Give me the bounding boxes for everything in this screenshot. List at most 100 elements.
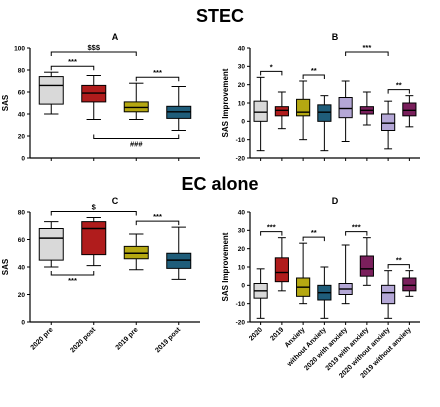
panel-letter: D (332, 196, 339, 206)
significance-label: *** (362, 43, 371, 52)
y-tick-label: 0 (21, 319, 25, 326)
box-2 (81, 75, 107, 120)
significance-label: *** (153, 68, 162, 77)
box-body (381, 113, 396, 131)
x-tick-label: 2019 post (154, 326, 182, 354)
significance-label: ** (311, 228, 317, 237)
sig-bracket: * (260, 62, 283, 76)
box-body (38, 228, 64, 261)
y-tick-label: 60 (18, 237, 26, 244)
bracket-line (50, 65, 95, 71)
box-3 (123, 233, 149, 271)
significance-label: *** (68, 57, 77, 66)
bracket-line (50, 271, 95, 276)
box-body (338, 97, 353, 119)
box-body (296, 98, 311, 117)
box-6 (359, 91, 374, 126)
y-tick-label: 40 (238, 45, 246, 52)
y-axis-label: SAS (1, 94, 10, 111)
y-tick-label: 20 (238, 82, 246, 89)
significance-label: ** (311, 66, 317, 75)
section-title-stec: STEC (196, 6, 244, 26)
sig-bracket: *** (345, 223, 368, 236)
significance-label: *** (153, 212, 162, 221)
box-5 (338, 80, 353, 142)
box-1 (253, 268, 268, 319)
bracket-line (135, 76, 180, 82)
y-tick-label: 0 (241, 119, 245, 126)
y-tick-label: 10 (238, 100, 246, 107)
box-body (317, 104, 332, 122)
bracket-line (387, 264, 410, 269)
sig-bracket: ### (93, 134, 180, 149)
bracket-line (260, 70, 283, 76)
y-tick-label: 20 (18, 133, 26, 140)
y-axis-label: SAS Improvement (221, 232, 230, 301)
sig-bracket: ** (387, 81, 410, 94)
significance-label: $$$ (87, 43, 100, 52)
panel-letter: B (332, 32, 339, 42)
sig-bracket: ** (387, 256, 410, 269)
y-tick-label: -20 (236, 155, 246, 162)
section-title-ec-alone: EC alone (181, 174, 258, 194)
y-tick-label: 40 (18, 264, 26, 271)
significance-label: * (270, 62, 273, 71)
sig-bracket: *** (345, 43, 389, 56)
significance-label: *** (267, 223, 276, 232)
panel-letter: A (112, 32, 119, 42)
y-tick-label: 40 (238, 209, 246, 216)
box-7 (381, 270, 396, 319)
significance-label: *** (352, 223, 361, 232)
panels: A020406080100SAS$$$******###B-20-1001020… (1, 32, 420, 380)
box-1 (38, 71, 64, 115)
x-tick-label: 2019 (269, 326, 285, 342)
box-1 (38, 221, 64, 268)
significance-label: ** (396, 81, 402, 90)
bracket-line (302, 236, 325, 242)
box-4 (317, 95, 332, 152)
x-tick-label: without Anxiety (285, 326, 327, 368)
box-body (274, 106, 289, 117)
box-2 (81, 217, 107, 267)
sig-bracket: *** (135, 212, 180, 226)
box-body (402, 102, 417, 117)
box-2 (274, 237, 289, 292)
box-body (81, 221, 107, 256)
box-1 (253, 76, 268, 152)
box-8 (402, 95, 417, 128)
box-3 (123, 82, 149, 120)
bracket-line (135, 220, 180, 226)
bracket-line (50, 211, 137, 216)
x-tick-label: 2019 pre (115, 326, 140, 351)
y-tick-label: 10 (238, 264, 246, 271)
significance-label: ** (396, 256, 402, 265)
box-body (253, 100, 268, 122)
box-2 (274, 91, 289, 130)
box-4 (166, 226, 192, 280)
y-tick-label: -10 (236, 137, 246, 144)
bracket-line (345, 51, 389, 56)
y-tick-label: 30 (238, 228, 246, 235)
y-tick-label: 80 (18, 67, 26, 74)
sig-bracket: $ (50, 203, 137, 216)
box-3 (296, 242, 311, 305)
y-tick-label: 30 (238, 64, 246, 71)
sig-bracket: $$$ (50, 43, 137, 56)
box-body (381, 284, 396, 305)
sig-bracket: *** (260, 223, 283, 236)
bracket-line (302, 74, 325, 79)
y-tick-label: 0 (21, 155, 25, 162)
box-3 (296, 80, 311, 141)
box-7 (381, 100, 396, 150)
box-body (359, 255, 374, 277)
y-tick-label: 20 (18, 292, 26, 299)
box-body (38, 76, 64, 105)
y-axis-label: SAS (1, 258, 10, 275)
bracket-line (260, 231, 283, 236)
x-tick-label: 2020 pre (30, 326, 55, 351)
sig-bracket: *** (50, 271, 95, 285)
significance-label: ### (130, 140, 143, 149)
